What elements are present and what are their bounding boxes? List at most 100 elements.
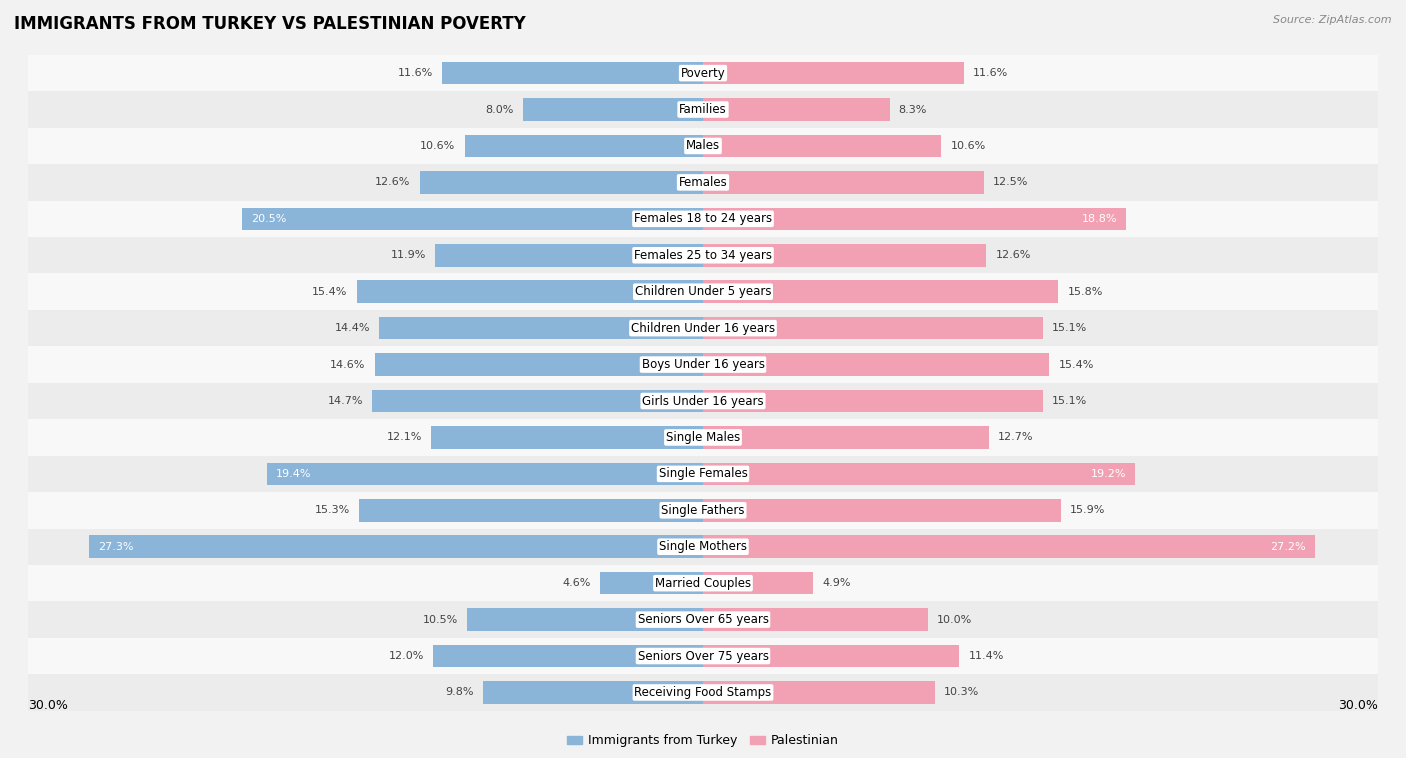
Bar — [28, 346, 1378, 383]
Bar — [28, 91, 1378, 128]
Text: 11.4%: 11.4% — [969, 651, 1004, 661]
Text: Single Females: Single Females — [658, 468, 748, 481]
Bar — [28, 675, 1378, 711]
Text: 15.9%: 15.9% — [1070, 506, 1105, 515]
Text: Seniors Over 75 years: Seniors Over 75 years — [637, 650, 769, 662]
Text: 15.1%: 15.1% — [1052, 323, 1087, 333]
Bar — [28, 201, 1378, 237]
Bar — [374, 353, 703, 376]
Bar — [703, 390, 1043, 412]
Bar — [441, 62, 703, 84]
Text: 10.6%: 10.6% — [420, 141, 456, 151]
Text: 8.0%: 8.0% — [485, 105, 515, 114]
Bar — [28, 55, 1378, 91]
Text: 4.6%: 4.6% — [562, 578, 591, 588]
Bar — [28, 565, 1378, 601]
Text: 12.0%: 12.0% — [388, 651, 425, 661]
Bar — [433, 645, 703, 667]
Text: Source: ZipAtlas.com: Source: ZipAtlas.com — [1274, 15, 1392, 25]
Bar — [28, 310, 1378, 346]
Bar — [703, 645, 959, 667]
Text: Single Mothers: Single Mothers — [659, 540, 747, 553]
Bar — [28, 237, 1378, 274]
Bar — [28, 528, 1378, 565]
Text: 14.4%: 14.4% — [335, 323, 370, 333]
Text: 10.6%: 10.6% — [950, 141, 986, 151]
Text: 19.2%: 19.2% — [1091, 469, 1126, 479]
Bar — [373, 390, 703, 412]
Text: 19.4%: 19.4% — [276, 469, 311, 479]
Text: 27.2%: 27.2% — [1270, 542, 1306, 552]
Text: 30.0%: 30.0% — [1339, 699, 1378, 712]
Text: 14.6%: 14.6% — [330, 359, 366, 370]
Text: Poverty: Poverty — [681, 67, 725, 80]
Bar — [703, 426, 988, 449]
Text: Seniors Over 65 years: Seniors Over 65 years — [637, 613, 769, 626]
Text: 12.7%: 12.7% — [998, 433, 1033, 443]
Text: Boys Under 16 years: Boys Under 16 years — [641, 358, 765, 371]
Bar — [28, 383, 1378, 419]
Bar — [28, 637, 1378, 675]
Text: 12.5%: 12.5% — [993, 177, 1029, 187]
Bar — [703, 99, 890, 121]
Text: 20.5%: 20.5% — [250, 214, 287, 224]
Text: 15.1%: 15.1% — [1052, 396, 1087, 406]
Bar — [703, 135, 942, 157]
Text: 30.0%: 30.0% — [28, 699, 67, 712]
Bar — [267, 462, 703, 485]
Bar — [703, 572, 813, 594]
Text: 10.5%: 10.5% — [423, 615, 458, 625]
Bar — [28, 164, 1378, 201]
Text: 11.6%: 11.6% — [973, 68, 1008, 78]
Bar — [28, 274, 1378, 310]
Text: Girls Under 16 years: Girls Under 16 years — [643, 394, 763, 408]
Bar — [703, 244, 987, 267]
Bar — [523, 99, 703, 121]
Text: Single Males: Single Males — [666, 431, 740, 444]
Bar — [28, 492, 1378, 528]
Legend: Immigrants from Turkey, Palestinian: Immigrants from Turkey, Palestinian — [562, 729, 844, 753]
Bar — [703, 499, 1060, 522]
Bar — [703, 280, 1059, 303]
Text: Females 18 to 24 years: Females 18 to 24 years — [634, 212, 772, 225]
Bar — [703, 62, 965, 84]
Text: Receiving Food Stamps: Receiving Food Stamps — [634, 686, 772, 699]
Bar — [430, 426, 703, 449]
Bar — [89, 535, 703, 558]
Text: Females: Females — [679, 176, 727, 189]
Bar — [703, 535, 1315, 558]
Bar — [482, 681, 703, 703]
Bar — [28, 128, 1378, 164]
Text: 12.6%: 12.6% — [375, 177, 411, 187]
Bar — [703, 317, 1043, 340]
Text: IMMIGRANTS FROM TURKEY VS PALESTINIAN POVERTY: IMMIGRANTS FROM TURKEY VS PALESTINIAN PO… — [14, 15, 526, 33]
Text: Children Under 5 years: Children Under 5 years — [634, 285, 772, 298]
Text: 11.6%: 11.6% — [398, 68, 433, 78]
Text: 11.9%: 11.9% — [391, 250, 426, 260]
Bar — [464, 135, 703, 157]
Bar — [28, 456, 1378, 492]
Text: Families: Families — [679, 103, 727, 116]
Bar — [703, 681, 935, 703]
Text: Children Under 16 years: Children Under 16 years — [631, 321, 775, 334]
Text: 8.3%: 8.3% — [898, 105, 927, 114]
Text: 15.4%: 15.4% — [312, 287, 347, 296]
Bar — [28, 419, 1378, 456]
Text: Females 25 to 34 years: Females 25 to 34 years — [634, 249, 772, 262]
Bar — [703, 208, 1126, 230]
Text: 15.4%: 15.4% — [1059, 359, 1094, 370]
Bar — [419, 171, 703, 194]
Bar — [703, 353, 1049, 376]
Text: 12.1%: 12.1% — [387, 433, 422, 443]
Text: 15.3%: 15.3% — [315, 506, 350, 515]
Bar — [28, 601, 1378, 637]
Text: Married Couples: Married Couples — [655, 577, 751, 590]
Text: 4.9%: 4.9% — [823, 578, 851, 588]
Bar — [703, 609, 928, 631]
Text: 15.8%: 15.8% — [1067, 287, 1102, 296]
Text: 10.3%: 10.3% — [943, 688, 979, 697]
Text: 14.7%: 14.7% — [328, 396, 363, 406]
Text: 9.8%: 9.8% — [446, 688, 474, 697]
Bar — [599, 572, 703, 594]
Bar — [357, 280, 703, 303]
